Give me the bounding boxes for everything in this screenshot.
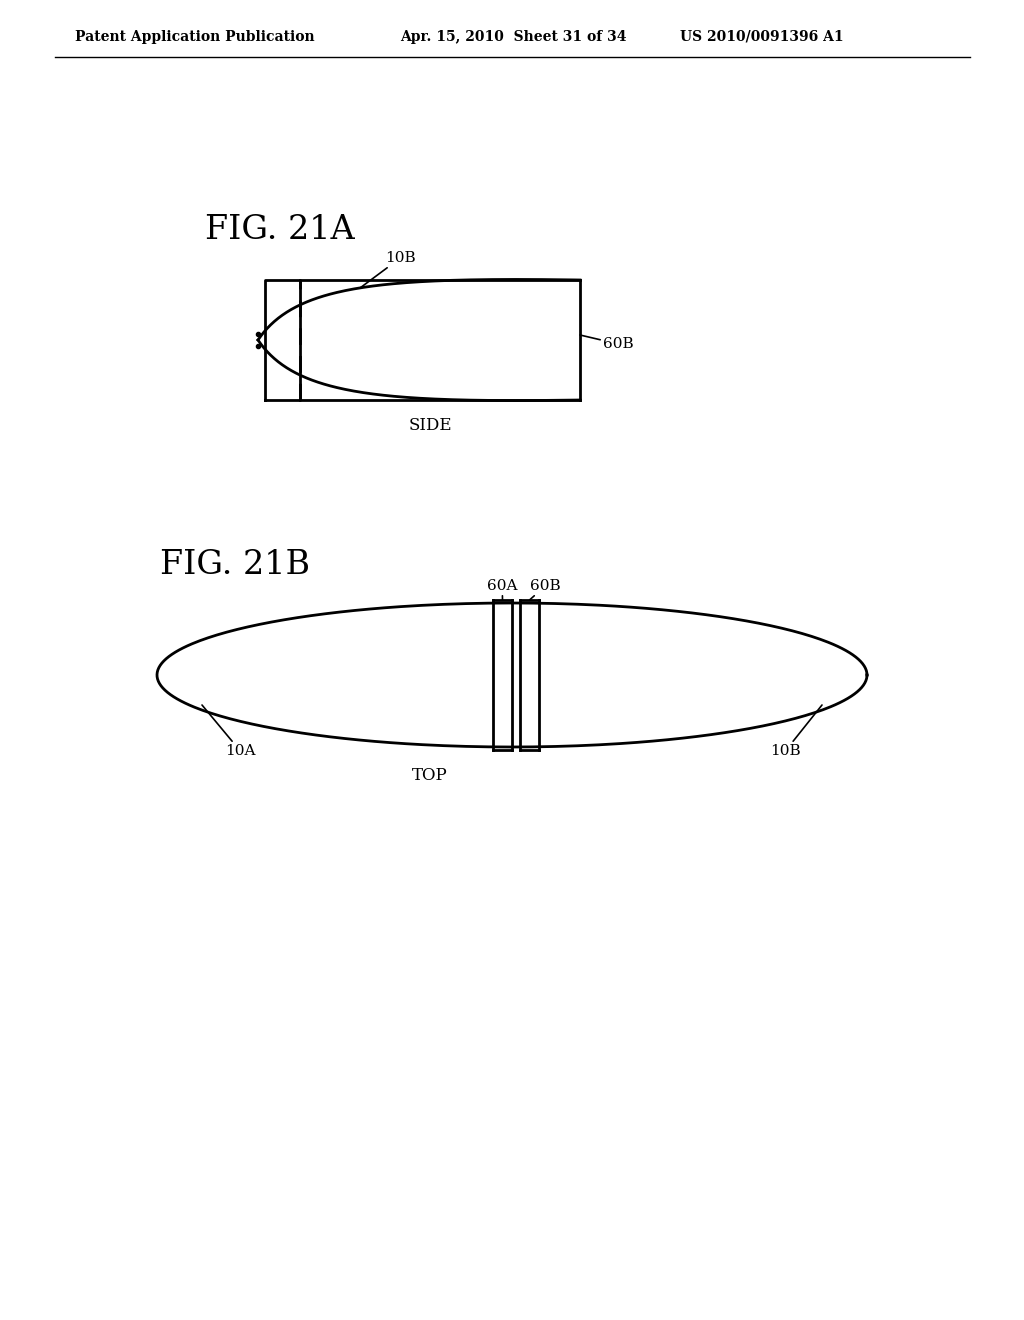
Text: Apr. 15, 2010  Sheet 31 of 34: Apr. 15, 2010 Sheet 31 of 34 [400, 30, 627, 44]
Text: 60B: 60B [580, 335, 634, 351]
Text: FIG. 21A: FIG. 21A [205, 214, 354, 246]
Text: 60B: 60B [529, 579, 560, 601]
Text: 10B: 10B [770, 705, 822, 758]
Text: SIDE: SIDE [409, 417, 452, 433]
Text: TOP: TOP [412, 767, 447, 784]
Text: US 2010/0091396 A1: US 2010/0091396 A1 [680, 30, 844, 44]
Text: 10A: 10A [202, 705, 256, 758]
Text: 10B: 10B [360, 251, 416, 288]
Text: Patent Application Publication: Patent Application Publication [75, 30, 314, 44]
Text: FIG. 21B: FIG. 21B [160, 549, 310, 581]
Text: 60A: 60A [487, 579, 517, 601]
